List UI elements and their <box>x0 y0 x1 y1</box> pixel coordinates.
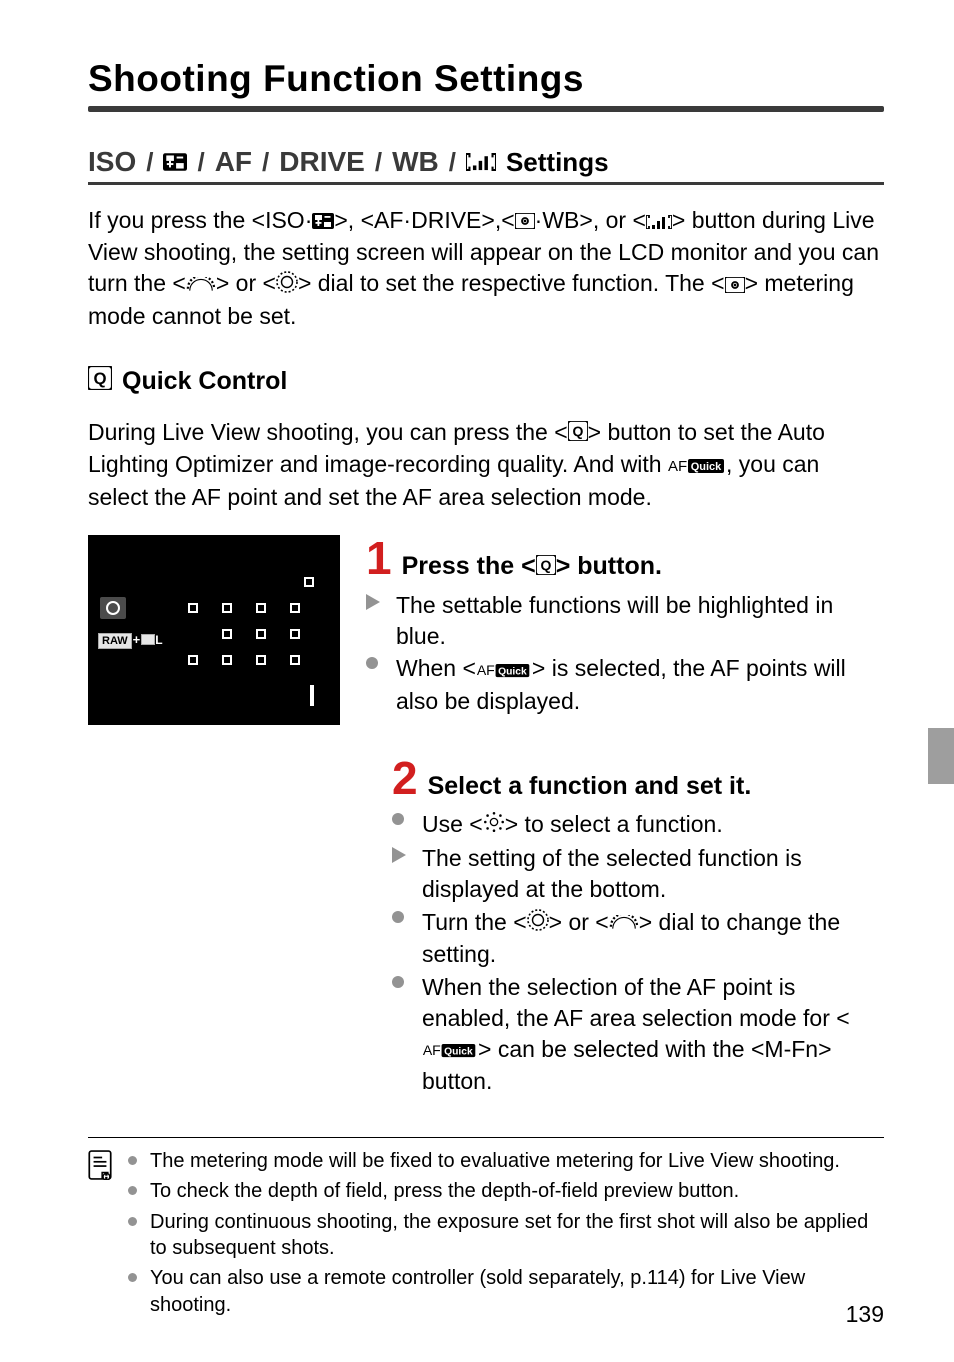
section-heading: ISO / / AF / DRIVE / WB / Settings <box>88 146 884 185</box>
exposure-comp-icon <box>312 206 334 237</box>
note-item: During continuous shooting, the exposure… <box>128 1209 884 1262</box>
h2-sep: / <box>197 147 204 178</box>
step1-bullet: The settable functions will be highlight… <box>366 590 884 652</box>
h2-sep: / <box>262 147 269 178</box>
q-icon <box>536 553 556 582</box>
page-title: Shooting Function Settings <box>88 58 884 112</box>
triangle-bullet-icon <box>392 847 406 863</box>
h2-sep: / <box>449 147 456 178</box>
note-item: To check the depth of field, press the d… <box>128 1178 884 1204</box>
step1-title-post: > button. <box>556 552 662 580</box>
step-1: RAW+L 1 Press the < > button. The settabl… <box>88 535 884 725</box>
h3-text: Quick Control <box>122 367 287 396</box>
h2-sep: / <box>146 147 153 178</box>
disc-bullet-icon <box>392 813 404 825</box>
afquick-icon <box>422 1035 478 1066</box>
page-edge-tab <box>928 728 954 784</box>
sub-dial-icon <box>276 270 298 301</box>
mfn-glyph: M-Fn <box>764 1036 818 1062</box>
step-2-title: Select a function and set it. <box>428 772 752 801</box>
wb-glyph: WB <box>392 146 439 178</box>
afquick-icon <box>668 451 726 482</box>
bullet-text: The setting of the selected function is … <box>422 845 802 902</box>
step-number: 1 <box>366 535 392 581</box>
intro-seg: If you press the < <box>88 207 265 233</box>
multi-controller-icon <box>483 810 505 841</box>
af-glyph: AF <box>374 207 403 233</box>
step2-bullet: Use < > to select a function. <box>392 809 884 841</box>
bullet-text: The settable functions will be highlight… <box>396 592 833 649</box>
bullet-seg: When < <box>396 655 476 681</box>
h2-glyph-row: ISO / / AF / DRIVE / WB / <box>88 146 496 178</box>
q-icon <box>88 366 112 397</box>
note-item: You can also use a remote controller (so… <box>128 1265 884 1318</box>
wb-glyph: WB <box>542 207 579 233</box>
notes-box: The metering mode will be fixed to evalu… <box>88 1137 884 1322</box>
quick-control-heading: Quick Control <box>88 366 884 397</box>
h2-text: Settings <box>506 147 609 178</box>
page-number: 139 <box>846 1301 884 1328</box>
note-icon <box>88 1148 114 1322</box>
h2-sep: / <box>375 147 382 178</box>
step2-spacer <box>88 755 366 1097</box>
lcd-thumbnail: RAW+L <box>88 535 340 725</box>
bullet-seg: > can be selected with the < <box>478 1036 764 1062</box>
intro-seg: >, < <box>334 207 374 233</box>
h2-rule <box>88 182 884 185</box>
quick-control-paragraph: During Live View shooting, you can press… <box>88 417 884 513</box>
dot: · <box>403 207 411 233</box>
intro-seg: > or < <box>216 270 276 296</box>
step-number: 2 <box>392 755 418 801</box>
auto-lighting-icon <box>100 597 126 619</box>
af-glyph: AF <box>215 146 252 178</box>
metering-icon <box>515 206 535 237</box>
bullet-seg: When the selection of the AF point is en… <box>422 974 850 1031</box>
intro-seg: > dial to set the respective function. T… <box>298 270 725 296</box>
h1-text: Shooting Function Settings <box>88 58 884 100</box>
step-1-title: Press the < > button. <box>402 552 662 582</box>
iso-glyph: ISO <box>88 146 136 178</box>
bullet-seg: > or < <box>549 909 609 935</box>
disc-bullet-icon <box>366 657 378 669</box>
bullet-seg: > to select a function. <box>505 811 723 837</box>
iso-glyph: ISO <box>265 207 305 233</box>
step2-bullet: Turn the <> or <> dial to change the set… <box>392 907 884 970</box>
bullet-seg: Use < <box>422 811 483 837</box>
step2-bullet: The setting of the selected function is … <box>392 843 884 905</box>
h1-rule <box>88 106 884 112</box>
intro-seg: >, or < <box>579 207 645 233</box>
bracket-icon <box>646 206 672 237</box>
note-item: The metering mode will be fixed to evalu… <box>128 1148 884 1174</box>
drive-glyph: DRIVE <box>411 207 481 233</box>
af-point-extra <box>310 687 314 705</box>
sub-dial-icon <box>527 908 549 939</box>
bracket-icon <box>466 146 496 178</box>
qc-seg: During Live View shooting, you can press… <box>88 419 568 445</box>
triangle-bullet-icon <box>366 594 380 610</box>
intro-seg: >,< <box>481 207 514 233</box>
main-dial-icon <box>186 270 216 301</box>
step2-bullet: When the selection of the AF point is en… <box>392 972 884 1097</box>
afquick-icon <box>476 655 532 686</box>
disc-bullet-icon <box>392 911 404 923</box>
main-dial-icon <box>609 908 639 939</box>
raw-jpeg-badge: RAW+L <box>98 631 163 649</box>
bullet-seg: Turn the < <box>422 909 527 935</box>
dot: · <box>305 207 313 233</box>
step1-bullet: When <> is selected, the AF points will … <box>366 653 884 716</box>
disc-bullet-icon <box>392 976 404 988</box>
drive-glyph: DRIVE <box>279 146 365 178</box>
af-point-grid <box>188 577 314 677</box>
step1-title-pre: Press the < <box>402 552 536 580</box>
raw-label: RAW <box>98 633 132 649</box>
intro-paragraph: If you press the <ISO·>, <AF·DRIVE>,<·WB… <box>88 205 884 332</box>
jpg-label: L <box>155 633 162 647</box>
step-2: 2 Select a function and set it. Use < > t… <box>88 755 884 1097</box>
q-icon <box>568 418 588 449</box>
metering-icon <box>725 270 745 301</box>
exposure-comp-icon <box>163 146 187 178</box>
